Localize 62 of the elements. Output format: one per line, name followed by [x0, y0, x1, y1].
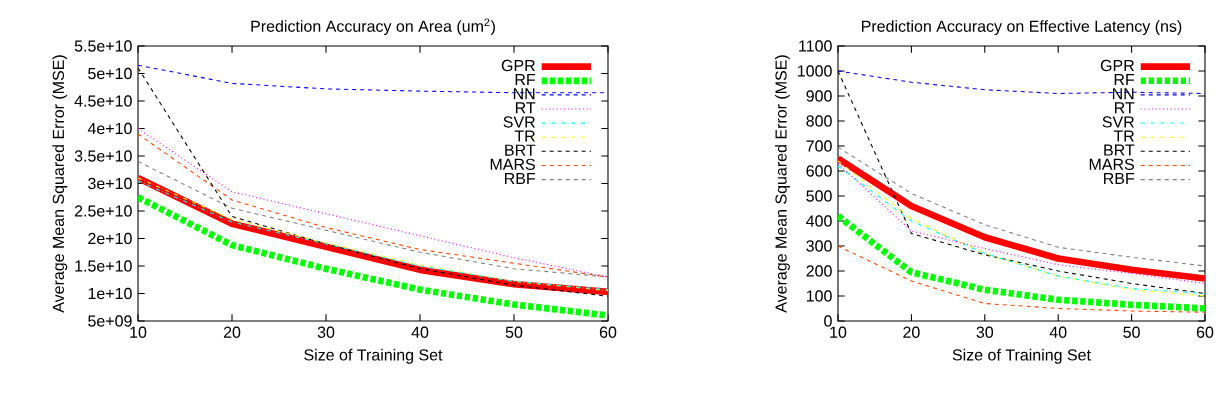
legend-label: SVR — [1102, 116, 1134, 128]
y-tick-label: 5.5e+10 — [74, 40, 132, 52]
y-tick-label: 3.5e+10 — [74, 150, 132, 162]
legend-label: TR — [514, 130, 535, 142]
y-tick-label: 600 — [806, 165, 832, 177]
x-tick-label: 30 — [976, 326, 994, 338]
legend-label: BRT — [1104, 144, 1135, 156]
y-axis-title: Average Mean Squared Error (MSE) — [52, 55, 68, 313]
x-tick-label: 50 — [505, 326, 523, 338]
legend-label: TR — [1113, 130, 1134, 142]
legend-label: RT — [1115, 102, 1135, 114]
line-series — [138, 160, 608, 278]
x-tick-label: 10 — [130, 326, 147, 338]
y-tick-label: 900 — [806, 90, 832, 102]
legend-label: GPR — [501, 59, 535, 72]
y-tick-label: 2e+10 — [88, 232, 132, 245]
line-series — [838, 146, 1205, 267]
legend-label: RF — [1114, 74, 1135, 86]
y-tick-label: 400 — [806, 215, 832, 227]
x-tick-label: 10 — [830, 326, 847, 338]
legend-label: GPR — [1100, 59, 1134, 72]
chart-title: Prediction Accuracy on Area (um$^{2}$) — [251, 18, 495, 36]
legend-label: RBF — [1104, 172, 1135, 184]
x-axis-title: Size of Training Set — [952, 348, 1091, 364]
y-tick-label: 4e+10 — [87, 122, 132, 135]
y-tick-label: 500 — [806, 190, 832, 202]
legend-label: MARS — [1089, 158, 1134, 171]
y-tick-label: 4.5e+10 — [74, 95, 132, 107]
x-axis-title: Size of Training Set — [304, 348, 443, 364]
x-tick-label: 60 — [599, 326, 617, 338]
x-tick-label: 50 — [1123, 326, 1140, 338]
y-tick-label: 1000 — [798, 65, 832, 77]
x-tick-label: 20 — [903, 326, 920, 338]
y-tick-label: 200 — [806, 265, 832, 277]
y-tick-label: 700 — [806, 140, 832, 152]
x-tick-label: 40 — [411, 326, 429, 338]
y-axis-title: Average Mean Squared Error (MSE) — [774, 55, 790, 313]
y-tick-label: 1100 — [799, 40, 832, 52]
x-tick-label: 40 — [1049, 326, 1067, 338]
chart-title: Prediction Accuracy on Effective Latency (ns) — [862, 20, 1182, 36]
legend-label: SVR — [503, 116, 535, 128]
x-tick-label: 20 — [223, 326, 241, 338]
y-tick-label: 300 — [806, 240, 832, 252]
legend-label: RT — [515, 102, 536, 114]
y-tick-label: 1.5e+10 — [75, 260, 132, 272]
y-tick-label: 800 — [806, 115, 832, 127]
legend-label: MARS — [490, 158, 535, 171]
legend-label: BRT — [505, 144, 536, 156]
legend-label: NN — [1112, 88, 1134, 100]
legend-label: RF — [515, 74, 536, 86]
legend-label: NN — [513, 88, 535, 100]
y-tick-label: 1e+10 — [88, 287, 132, 300]
legend-label: RBF — [505, 172, 536, 184]
y-tick-label: 2.5e+10 — [74, 205, 132, 217]
y-tick-label: 5e+10 — [88, 67, 132, 80]
x-tick-label: 30 — [317, 326, 335, 338]
y-tick-label: 100 — [806, 290, 832, 302]
y-tick-label: 0 — [824, 315, 832, 327]
y-tick-label: 3e+10 — [88, 177, 132, 190]
y-tick-label: 5e+09 — [88, 315, 132, 327]
x-tick-label: 60 — [1196, 326, 1214, 338]
line-series — [838, 245, 1205, 313]
